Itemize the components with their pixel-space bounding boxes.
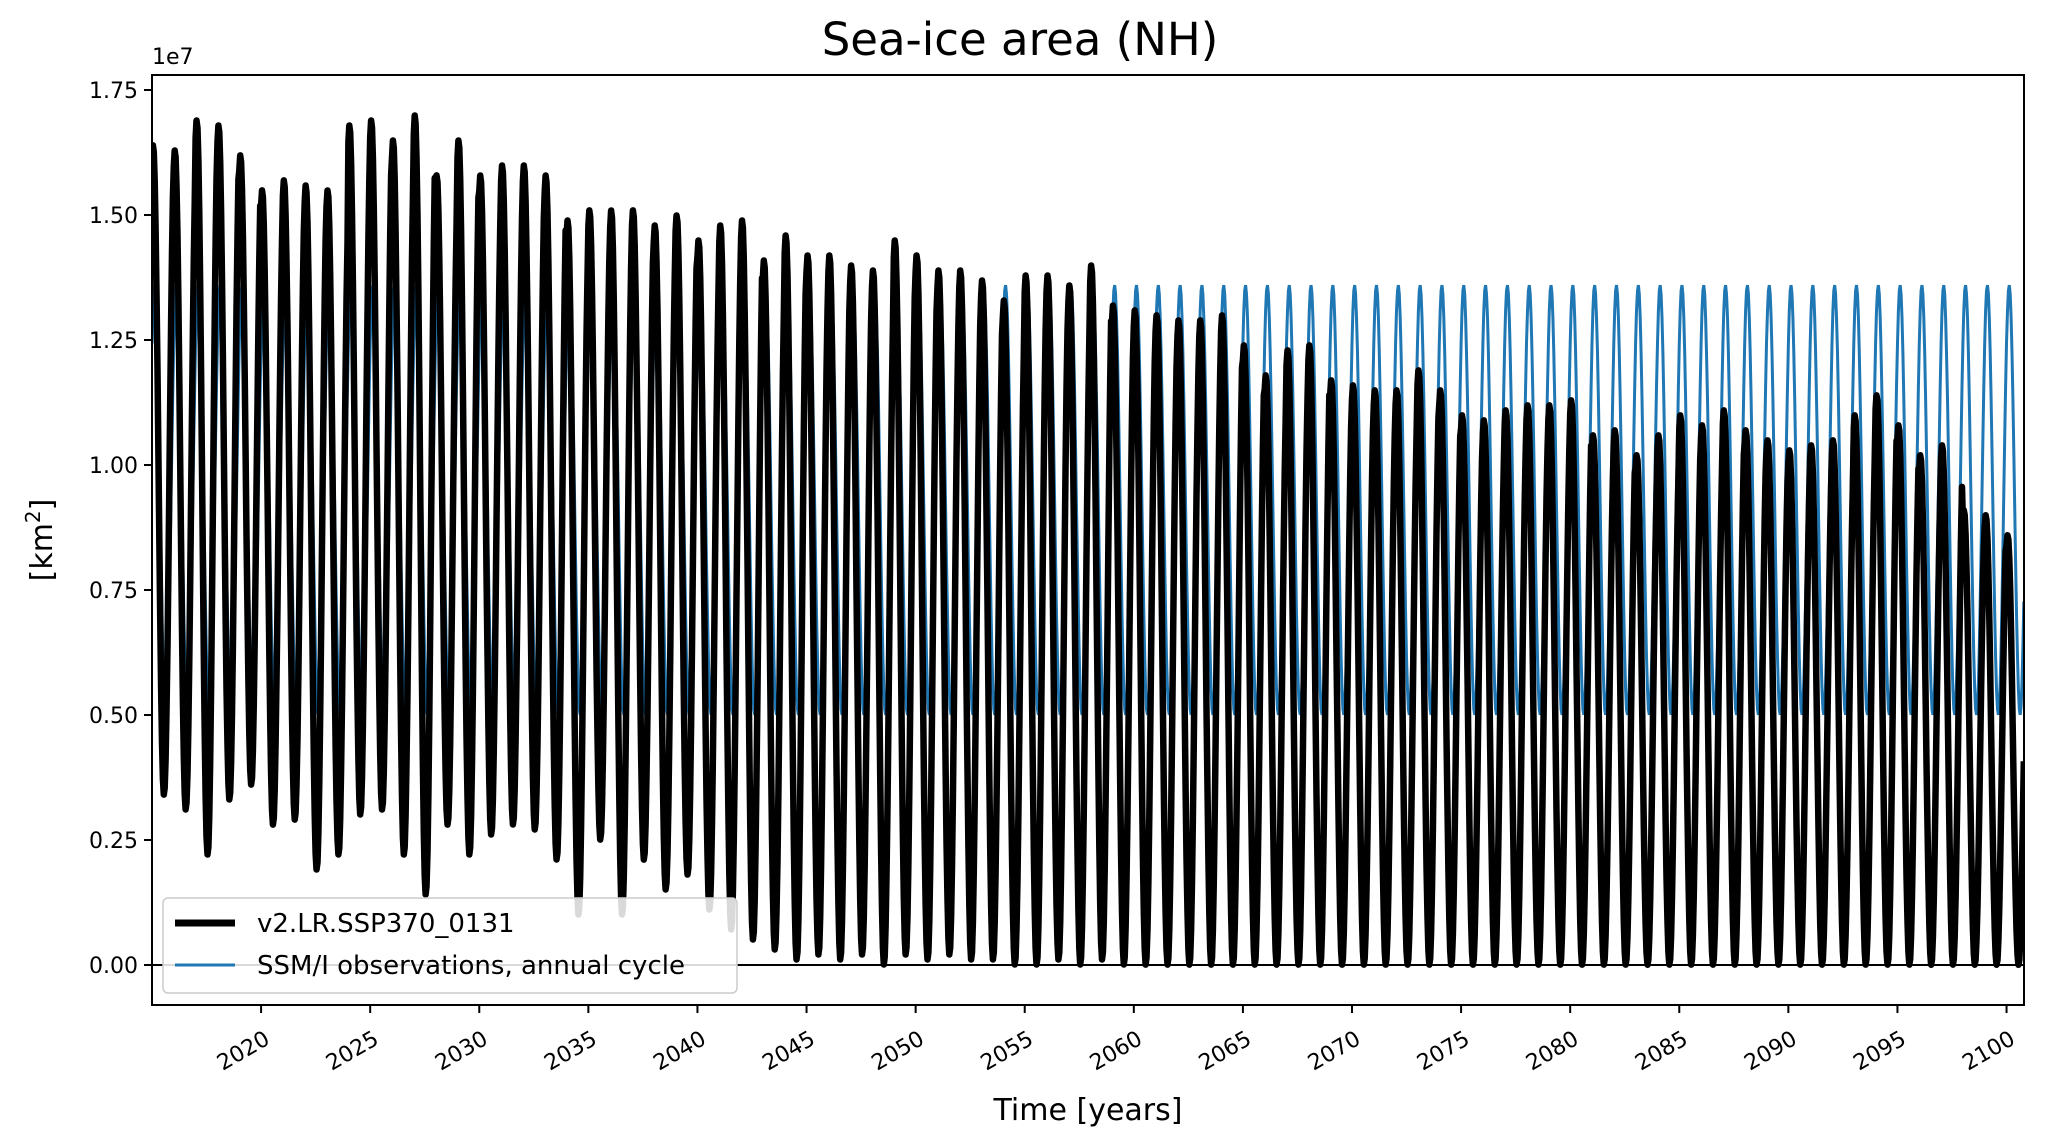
x-tick-label: 2090 <box>1740 1027 1801 1077</box>
y-tick-label: 0.00 <box>89 954 138 979</box>
x-tick-label: 2040 <box>649 1027 710 1077</box>
legend-frame <box>162 897 738 994</box>
y-offset-label: 1e7 <box>152 45 194 70</box>
plot-frame <box>151 74 2025 1006</box>
legend: v2.LR.SSP370_0131 SSM/I observations, an… <box>162 897 738 994</box>
x-tick-label: 2055 <box>977 1027 1038 1077</box>
x-tick-label: 2045 <box>759 1027 820 1077</box>
x-tick-label: 2065 <box>1195 1027 1256 1077</box>
x-tick-label: 2030 <box>431 1027 492 1077</box>
x-tick-label: 2070 <box>1304 1027 1365 1077</box>
x-tick-label: 2025 <box>322 1027 383 1077</box>
y-tick-label: 0.25 <box>89 829 138 854</box>
series-model-line <box>152 112 2024 968</box>
x-tick-label: 2100 <box>1959 1027 2020 1077</box>
y-axis-label-close: ] <box>25 499 60 511</box>
y-tick-label: 0.75 <box>89 579 138 604</box>
y-tick-label: 1.75 <box>89 79 138 104</box>
legend-label-model: v2.LR.SSP370_0131 <box>257 909 515 939</box>
x-axis: 2020 2025 2030 2035 2040 2045 2050 2055 2060 2065… <box>213 1005 2020 1077</box>
chart-title: Sea-ice area (NH) <box>822 13 1219 66</box>
y-axis-label-main: [km <box>25 523 60 581</box>
y-axis-label: [km2] <box>21 499 60 582</box>
y-tick-label: 0.50 <box>89 704 138 729</box>
y-axis-label-sup: 2 <box>21 510 45 523</box>
x-tick-label: 2050 <box>868 1027 929 1077</box>
y-tick-label: 1.25 <box>89 329 138 354</box>
x-axis-label: Time [years] <box>993 1093 1183 1128</box>
x-tick-label: 2020 <box>213 1027 274 1077</box>
x-tick-label: 2075 <box>1413 1027 1474 1077</box>
y-axis: 0.00 0.25 0.50 0.75 1.00 1.25 1.50 1.75 <box>89 79 152 979</box>
x-tick-label: 2095 <box>1849 1027 1910 1077</box>
x-tick-label: 2085 <box>1631 1027 1692 1077</box>
legend-label-obs: SSM/I observations, annual cycle <box>257 951 685 981</box>
y-tick-label: 1.00 <box>89 454 138 479</box>
x-tick-label: 2080 <box>1522 1027 1583 1077</box>
series-layer <box>152 112 2024 968</box>
y-tick-label: 1.50 <box>89 204 138 229</box>
x-tick-label: 2035 <box>540 1027 601 1077</box>
x-tick-label: 2060 <box>1086 1027 1147 1077</box>
